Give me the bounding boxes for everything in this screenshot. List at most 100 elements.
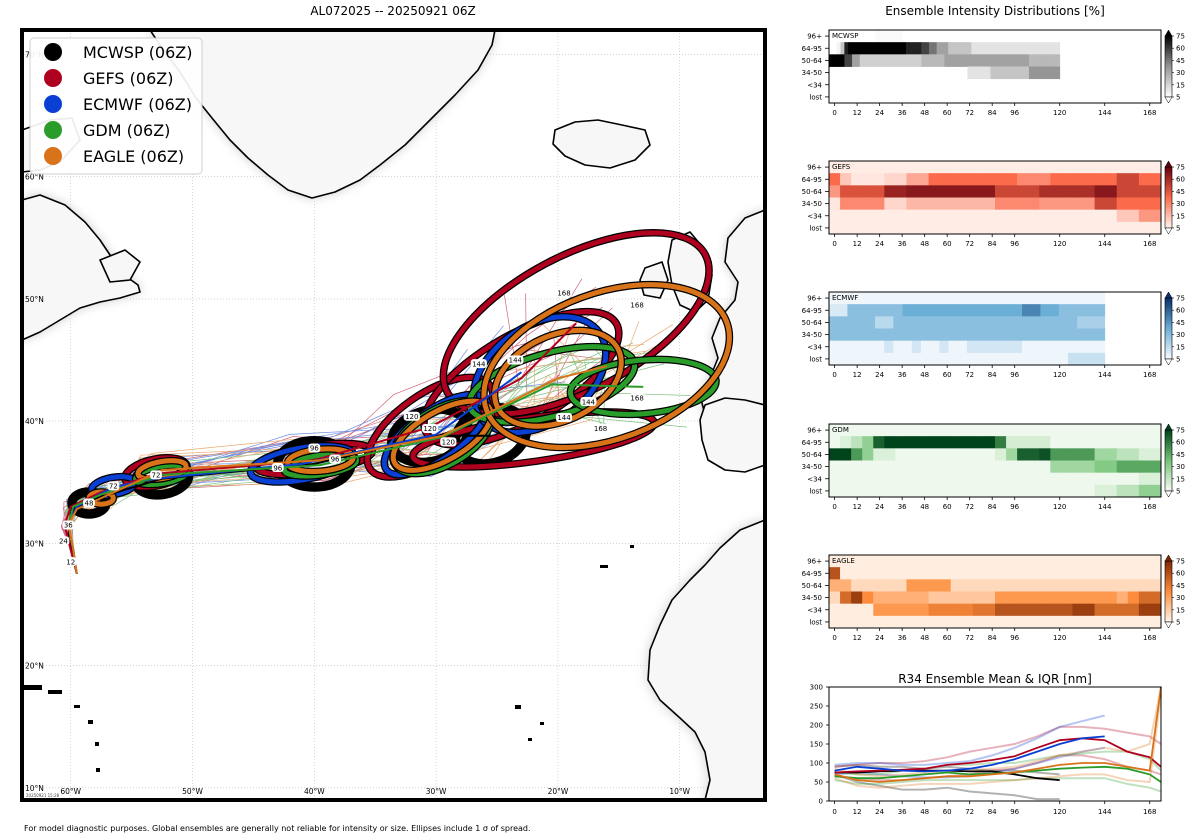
- heatmap-cell: [875, 30, 880, 43]
- heatmap-cell: [1072, 484, 1084, 498]
- heatmap-cell: [1058, 340, 1069, 354]
- heatmap-cell: [1048, 42, 1053, 55]
- heatmap-cell: [1083, 460, 1095, 474]
- heatmap-cell: [1058, 316, 1069, 329]
- heatmap-cell: [894, 30, 899, 43]
- heatmap-cell: [1017, 591, 1029, 605]
- heatmap-cell: [840, 54, 845, 67]
- heatmap-cell: [1009, 66, 1014, 80]
- heatmap-cell: [972, 448, 985, 461]
- heatmap-cell: [1083, 567, 1095, 580]
- heatmap-cell: [884, 304, 894, 317]
- heatmap-cell: [906, 448, 918, 461]
- heatmap-cell: [829, 340, 839, 354]
- heatmap-cell: [917, 460, 929, 474]
- heatmap-cell: [1032, 42, 1038, 55]
- heatmap-cell: [851, 555, 863, 568]
- heatmap-cell: [983, 221, 996, 235]
- heatmap-cell: [829, 591, 841, 605]
- heatmap-cell: [948, 340, 959, 354]
- heatmap-y-label: <34: [807, 475, 822, 483]
- heatmap-cell: [1049, 340, 1060, 354]
- r34-q1-mcwsp: [834, 773, 1060, 801]
- heatmap-y-label: 34-50: [802, 69, 822, 77]
- heatmap-cell: [1127, 161, 1140, 174]
- heatmap-cell: [1017, 603, 1029, 617]
- heatmap-cell: [1061, 209, 1073, 223]
- heatmap-cell: [1116, 484, 1129, 498]
- heatmap-cell: [1055, 42, 1061, 55]
- heatmap-cell: [950, 185, 963, 198]
- heatmap-cell: [851, 603, 863, 617]
- heatmap-cell: [1006, 209, 1018, 223]
- heatmap-x-label: 60: [943, 240, 952, 248]
- heatmap-cell: [840, 448, 852, 461]
- r34-x-label: 120: [1053, 808, 1066, 816]
- heatmap-mcwsp: MCWSP 96+ 64-95 50-64 34-50 <34 lost 0 12 24 36 48 6…: [802, 29, 1185, 117]
- heatmap-cell: [928, 555, 941, 568]
- heatmap-y-label: 50-64: [802, 319, 823, 327]
- heatmap-cell: [1083, 424, 1095, 437]
- heatmap-cell: [1116, 603, 1129, 617]
- heatmap-cell: [1006, 591, 1018, 605]
- heatmap-cell: [829, 448, 841, 461]
- heatmap-cell: [928, 615, 941, 629]
- land-north-america: [22, 194, 141, 341]
- heatmaps-title: Ensemble Intensity Distributions [%]: [885, 4, 1105, 18]
- heatmap-cell: [1083, 161, 1095, 174]
- hour-label-bg: [271, 463, 284, 473]
- heatmap-cell: [1095, 304, 1106, 317]
- lat-tick-label: 20°N: [25, 662, 44, 671]
- heatmap-cell: [1013, 66, 1018, 80]
- heatmap-cell: [972, 567, 985, 580]
- heatmap-cell: [851, 484, 863, 498]
- heatmap-cell: [874, 292, 885, 305]
- heatmap-x-label: 84: [988, 634, 997, 642]
- heatmap-cell: [913, 42, 918, 55]
- heatmap-cell: [967, 66, 972, 80]
- heatmap-cell: [1127, 603, 1140, 617]
- heatmap-cell: [928, 591, 941, 605]
- heatmap-cell: [939, 424, 952, 437]
- heatmap-cell: [976, 304, 986, 317]
- heatmap-cell: [829, 484, 841, 498]
- heatmap-cell: [939, 209, 952, 223]
- heatmap-cell: [895, 460, 907, 474]
- heatmap-cell: [1022, 328, 1032, 342]
- hour-label: 168: [594, 425, 607, 433]
- heatmap-cell: [867, 54, 872, 67]
- heatmap-cell: [1002, 66, 1007, 80]
- heatmap-cell: [950, 424, 963, 437]
- heatmap-x-label: 144: [1098, 240, 1112, 248]
- heatmap-y-label: 96+: [807, 33, 822, 41]
- heatmap-cell: [906, 615, 918, 629]
- heatmap-x-label: 24: [875, 109, 884, 117]
- heatmap-cell: [939, 328, 949, 342]
- heatmap-cell: [851, 448, 863, 461]
- heatmap-cell: [886, 42, 891, 55]
- heatmap-cell: [1138, 424, 1151, 437]
- heatmap-cell: [1028, 209, 1040, 223]
- lon-tick-label: 20°W: [548, 787, 569, 796]
- heatmap-cell: [1105, 484, 1118, 498]
- heatmap-frame: [828, 423, 1162, 498]
- heatmap-cell: [950, 484, 963, 498]
- heatmap-cell: [985, 316, 995, 329]
- heatmap-cell: [1149, 579, 1162, 592]
- heatmap-cell: [948, 54, 953, 67]
- colorbar-tick-label: 60: [1176, 439, 1185, 447]
- heatmap-cell: [1040, 316, 1050, 329]
- heatmap-cell: [1050, 185, 1062, 198]
- heatmap-cell: [939, 615, 952, 629]
- heatmap-cell: [1006, 436, 1018, 449]
- heatmap-cell: [978, 54, 984, 67]
- heatmap-x-label: 48: [920, 371, 929, 379]
- colorbar-tick-label: 15: [1176, 343, 1185, 351]
- heatmap-cell: [859, 42, 865, 55]
- heatmap-cell: [939, 484, 952, 498]
- heatmap-cell: [948, 352, 959, 366]
- heatmap-cell: [1039, 448, 1051, 461]
- heatmap-x-label: 24: [875, 371, 884, 379]
- heatmap-cell: [829, 352, 839, 366]
- lat-tick-label: 30°N: [25, 539, 44, 548]
